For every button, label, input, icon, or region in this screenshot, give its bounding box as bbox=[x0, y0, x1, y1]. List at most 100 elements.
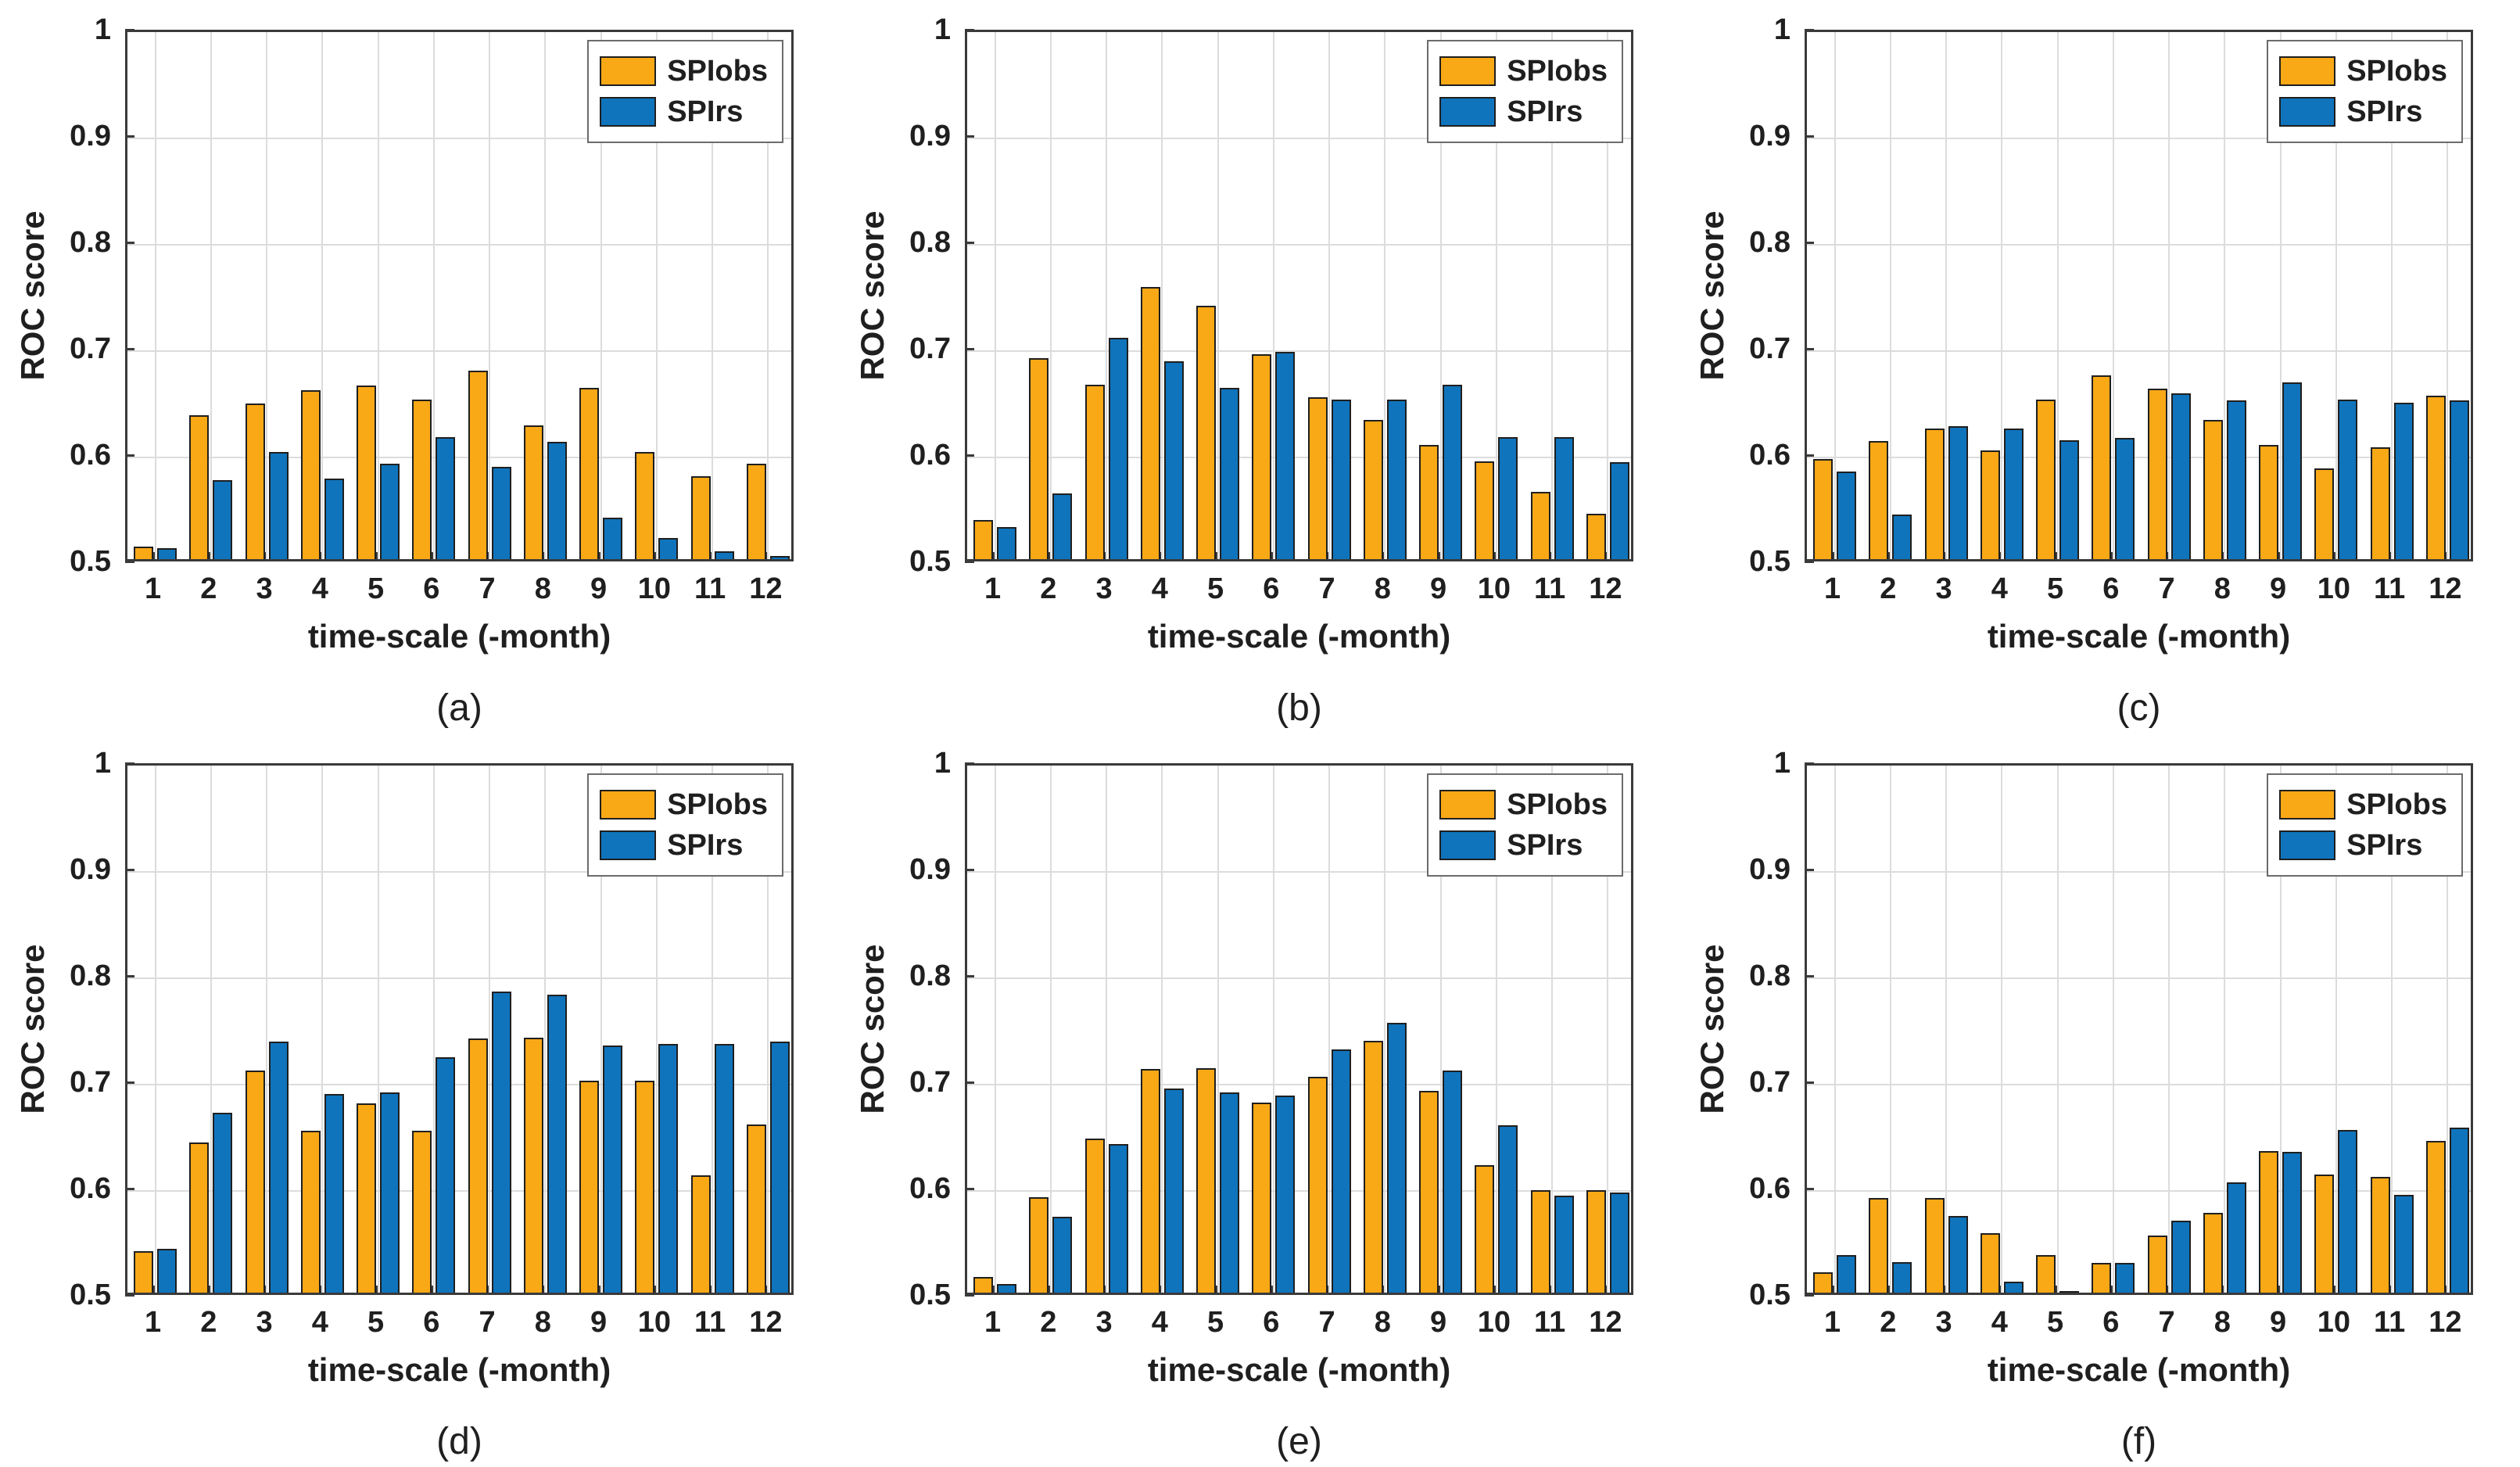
y-tick-label: 0.5 bbox=[909, 545, 951, 578]
x-tick-label: 4 bbox=[311, 572, 328, 605]
gridline-h bbox=[1807, 1190, 2471, 1192]
bar-spirs-m5 bbox=[380, 1092, 400, 1293]
bar-spiobs-m7 bbox=[1307, 397, 1328, 559]
y-tick-mark bbox=[125, 1294, 134, 1297]
bar-spirs-m11 bbox=[714, 551, 734, 559]
bar-spirs-m2 bbox=[1052, 1217, 1073, 1293]
gridline-h bbox=[127, 1084, 791, 1085]
legend-item-spirs: SPIrs bbox=[2279, 91, 2447, 132]
x-tick-mark bbox=[430, 1286, 433, 1295]
bar-spirs-m9 bbox=[603, 1046, 623, 1293]
x-tick-label: 2 bbox=[1040, 572, 1057, 605]
bar-spiobs-m12 bbox=[1586, 1190, 1606, 1293]
gridline-v bbox=[1551, 32, 1554, 559]
gridline-v bbox=[1889, 32, 1891, 559]
plot-area-e: SPIobs SPIrs bbox=[965, 763, 1633, 1295]
bar-spirs-m1 bbox=[997, 527, 1017, 559]
y-tick-label: 0.8 bbox=[1749, 959, 1791, 992]
y-tick-mark bbox=[965, 561, 974, 563]
gridline-v bbox=[1607, 32, 1609, 559]
bar-spirs-m3 bbox=[268, 451, 289, 559]
x-tick-mark bbox=[1270, 552, 1273, 561]
y-tick-mark bbox=[1805, 1081, 1814, 1084]
bar-spirs-m5 bbox=[1220, 1092, 1240, 1293]
y-tick-label: 1 bbox=[94, 13, 111, 46]
y-tick-label: 0.6 bbox=[909, 439, 951, 472]
bar-spiobs-m4 bbox=[1980, 1232, 2000, 1293]
x-tick-label: 11 bbox=[2374, 1306, 2406, 1339]
bar-spirs-m10 bbox=[658, 537, 679, 559]
x-tick-mark bbox=[1887, 552, 1890, 561]
gridline-v bbox=[1495, 766, 1497, 1293]
gridline-v bbox=[489, 32, 491, 559]
gridline-v bbox=[544, 32, 547, 559]
gridline-h bbox=[1807, 871, 2471, 873]
bar-spiobs-m8 bbox=[2203, 419, 2223, 559]
y-tick-mark bbox=[965, 869, 974, 871]
x-tick-mark bbox=[430, 552, 433, 561]
gridline-v bbox=[2335, 766, 2337, 1293]
y-tick-label: 0.5 bbox=[1749, 1279, 1791, 1311]
x-tick-label: 6 bbox=[1263, 572, 1280, 605]
y-tick-mark bbox=[965, 135, 974, 138]
x-tick-label: 3 bbox=[1935, 572, 1952, 605]
x-tick-label: 11 bbox=[2374, 572, 2406, 605]
y-tick-mark bbox=[125, 975, 134, 977]
bar-spirs-m1 bbox=[157, 1249, 177, 1293]
legend-label: SPIrs bbox=[2346, 828, 2423, 862]
bar-spiobs-m3 bbox=[245, 1070, 265, 1293]
y-tick-mark bbox=[965, 762, 974, 765]
legend-label: SPIobs bbox=[2346, 787, 2447, 821]
bar-spiobs-m6 bbox=[1252, 353, 1272, 559]
x-tick-mark bbox=[1604, 552, 1608, 561]
x-tick-label: 6 bbox=[2102, 572, 2120, 605]
y-tick-mark bbox=[965, 975, 974, 977]
legend-item-spiobs: SPIobs bbox=[1439, 784, 1608, 825]
bar-spirs-m8 bbox=[1386, 1022, 1407, 1293]
gridline-h bbox=[1807, 977, 2471, 979]
bar-spirs-m10 bbox=[1498, 1125, 1518, 1293]
panel-letter-a: (a) bbox=[436, 687, 482, 729]
y-tick-mark bbox=[1805, 29, 1814, 31]
gridline-v bbox=[2168, 766, 2170, 1293]
gridline-v bbox=[1384, 766, 1386, 1293]
bar-spirs-m1 bbox=[1837, 1255, 1857, 1293]
y-tick-label: 0.5 bbox=[1749, 545, 1791, 578]
legend-box: SPIobs SPIrs bbox=[587, 40, 783, 143]
x-tick-mark bbox=[542, 1286, 545, 1295]
gridline-v bbox=[655, 32, 658, 559]
x-tick-label: 5 bbox=[1207, 1306, 1224, 1339]
x-tick-label: 11 bbox=[1534, 572, 1566, 605]
bar-spiobs-m9 bbox=[1419, 445, 1439, 559]
gridline-v bbox=[767, 766, 769, 1293]
y-axis-label: ROC score bbox=[854, 210, 891, 381]
x-tick-mark bbox=[1831, 1286, 1834, 1295]
y-tick-mark bbox=[965, 1081, 974, 1084]
legend-swatch-spiobs bbox=[600, 56, 657, 86]
bar-spiobs-m9 bbox=[2259, 445, 2279, 559]
gridline-h bbox=[1807, 457, 2471, 458]
gridline-v bbox=[2168, 32, 2170, 559]
x-tick-label: 1 bbox=[145, 1306, 162, 1339]
x-tick-mark bbox=[1437, 1286, 1440, 1295]
x-axis-label: time-scale (-month) bbox=[307, 1351, 611, 1388]
x-axis-label: time-scale (-month) bbox=[1147, 618, 1451, 655]
legend-label: SPIrs bbox=[1507, 95, 1583, 128]
plot-area-f: SPIobs SPIrs bbox=[1805, 763, 2473, 1295]
bar-spirs-m9 bbox=[2282, 382, 2303, 559]
legend-swatch-spiobs bbox=[600, 790, 657, 820]
x-tick-mark bbox=[375, 1286, 378, 1295]
bar-spiobs-m8 bbox=[1363, 1040, 1383, 1293]
x-tick-mark bbox=[653, 552, 656, 561]
x-tick-label: 8 bbox=[534, 1306, 551, 1339]
bar-spirs-m11 bbox=[2393, 403, 2414, 559]
x-tick-mark bbox=[597, 1286, 600, 1295]
bar-spirs-m7 bbox=[491, 466, 511, 559]
legend-label: SPIobs bbox=[667, 787, 768, 821]
bar-spiobs-m6 bbox=[412, 400, 432, 559]
y-tick-label: 0.9 bbox=[1749, 853, 1791, 886]
x-tick-mark bbox=[2110, 1286, 2113, 1295]
chart-panel-a: SPIobs SPIrs 0.5 0.6 0.7 0.8 0.9 1 1 2 3 4 5 6 7 8 9 10 11… bbox=[0, 0, 840, 734]
x-tick-label: 4 bbox=[1151, 572, 1168, 605]
x-tick-label: 4 bbox=[311, 1306, 328, 1339]
